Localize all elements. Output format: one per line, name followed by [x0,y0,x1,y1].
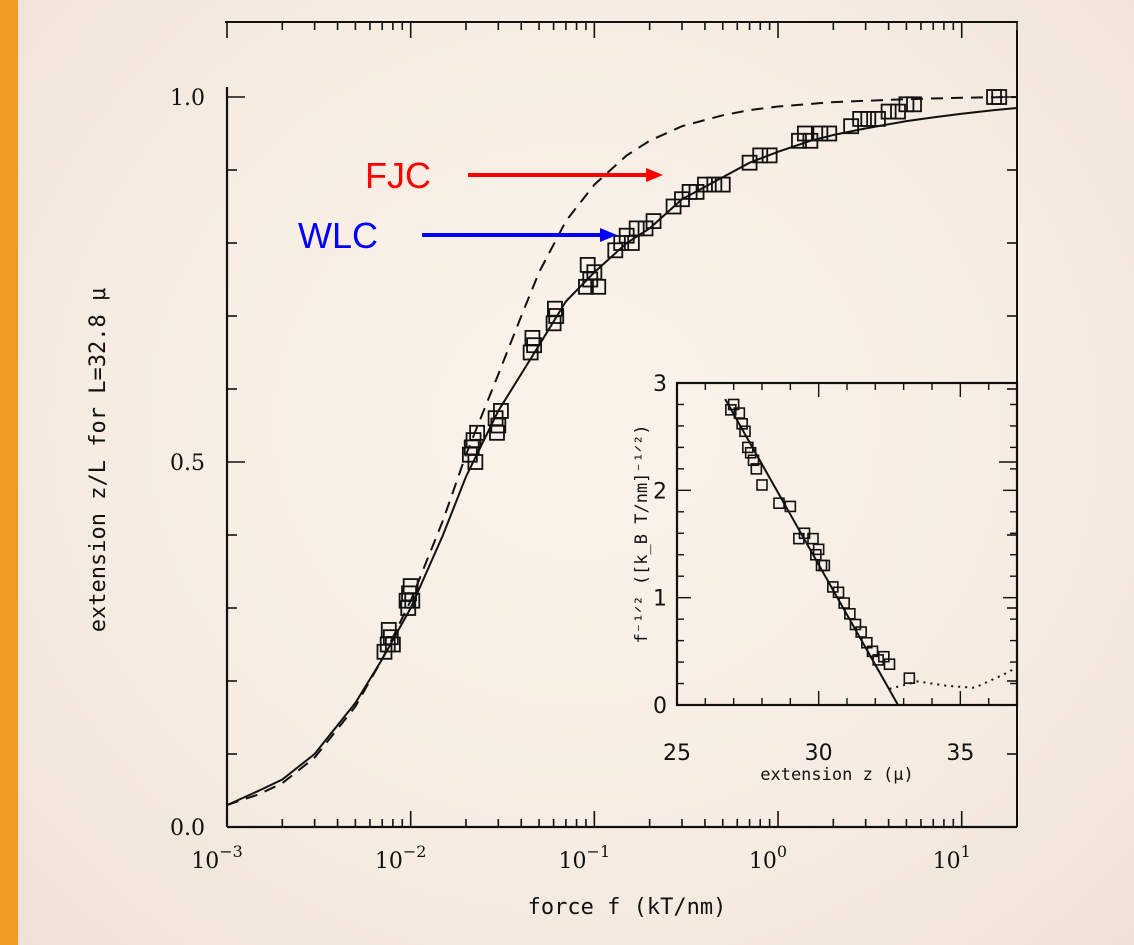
inset-plot-area: 25 30 35 0 1 2 3 extension z (μ) f⁻¹ᐟ² ([k_B T/n… [632,372,1019,785]
inset-data-point [736,417,748,430]
x-tick-label: 10−3 [191,842,243,874]
data-point [493,402,509,419]
fjc-arrowhead [646,168,663,182]
x-tick-label: 101 [933,842,971,874]
data-point [467,454,484,470]
data-point [645,213,662,230]
data-point [860,111,877,127]
y-tick-label: 0.5 [170,451,205,476]
fjc-label: FJC [365,155,431,196]
data-point [761,147,778,164]
inset-y-tick-label: 2 [653,479,667,504]
data-point [524,329,541,346]
inset-frame [675,381,1019,707]
data-point [714,176,731,193]
inset-data-point [750,463,763,475]
inset-x-axis-title: extension z (μ) [760,765,914,785]
inset-data-point [784,500,797,513]
inset-data-point [818,559,831,572]
data-point [991,89,1008,105]
inset-data-point [812,543,825,556]
data-point [697,176,713,193]
wlc-curve [226,107,1018,807]
main-plot-area: 10−3 10−2 10−1 100 101 0.0 0.5 1.0 [170,22,1018,874]
inset-x-tick-label: 35 [946,741,974,766]
data-point [547,300,563,317]
data-point [752,147,769,164]
inset-data-point [747,454,760,467]
inset-data-point [739,425,751,438]
y-axis-title: extension z/L for L=32.8 μ [86,288,111,632]
inset-x-tick-label: 25 [663,741,691,766]
figure-background [18,0,1134,945]
inset-data-point [903,672,916,684]
inset-y-tick-label: 1 [653,587,667,612]
inset-y-axis-title: f⁻¹ᐟ² ([k_B T/nm]⁻¹ᐟ²) [632,424,652,643]
inset-y-tick-label: 0 [653,694,667,719]
inset-data-point [773,497,785,510]
data-point [579,256,596,273]
inset-x-tick-label: 30 [805,741,833,766]
data-point [852,111,869,127]
data-point [706,176,723,193]
data-point [880,103,897,120]
fjc-curve [226,96,1018,807]
x-tick-label: 100 [749,842,787,874]
data-point [812,125,829,142]
wlc-label: WLC [298,215,378,256]
data-point [380,622,397,638]
inset-data-point [883,658,896,671]
inset-data-point [756,479,768,491]
x-tick-label: 10−2 [375,842,427,874]
data-point [590,278,607,295]
data-point [400,600,417,616]
y-tick-label: 0.0 [170,816,205,841]
data-point [821,125,838,142]
x-axis-title: force f (kT/nm) [528,895,727,920]
inset-data-point [744,446,757,459]
inset-dotted-curve [889,666,1018,690]
inset-y-tick-label: 3 [653,372,667,397]
wlc-arrowhead [600,228,617,242]
data-point [489,424,505,441]
y-tick-label: 1.0 [170,86,205,111]
data-point [906,96,922,113]
x-tick-label: 10−1 [559,842,611,874]
data-point [628,220,645,237]
